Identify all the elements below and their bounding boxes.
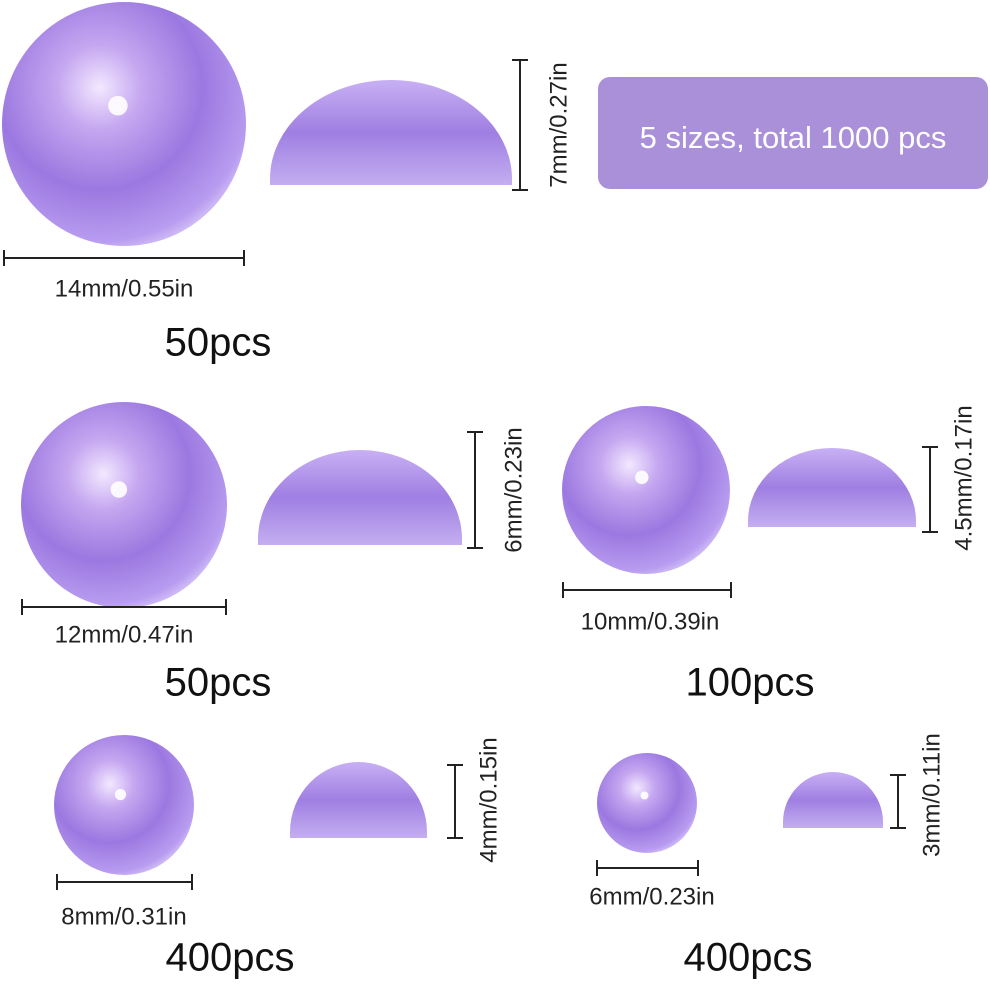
pearl <box>2 2 246 246</box>
diameter-label: 10mm/0.39in <box>581 608 720 635</box>
pearl <box>562 406 730 574</box>
groups: 7mm/0.27in 14mm/0.55in 50pcs 6mm/0.23in 12mm… <box>2 2 977 980</box>
pearl-shine <box>635 470 649 485</box>
pearl-shine <box>640 791 649 800</box>
height-label: 3mm/0.11in <box>918 733 945 857</box>
pearl-shine <box>108 95 128 116</box>
pearl <box>21 402 227 608</box>
height-label: 4mm/0.15in <box>475 737 502 862</box>
count-label: 50pcs <box>165 321 272 365</box>
height-label: 6mm/0.23in <box>500 427 527 552</box>
pearl <box>597 753 697 853</box>
count-label: 400pcs <box>684 936 813 980</box>
half-pearl <box>290 762 427 838</box>
count-label: 400pcs <box>166 936 295 980</box>
count-label: 50pcs <box>165 661 272 705</box>
diameter-label: 8mm/0.31in <box>61 903 186 930</box>
pearl-shine <box>110 481 128 498</box>
half-pearl <box>258 450 462 545</box>
height-label: 4.5mm/0.17in <box>950 405 977 550</box>
height-label: 7mm/0.27in <box>545 62 572 187</box>
half-pearl <box>270 80 512 185</box>
half-pearl <box>783 772 883 828</box>
badge-box <box>598 77 988 189</box>
diameter-label: 14mm/0.55in <box>55 275 194 302</box>
half-pearl <box>748 448 916 527</box>
pearl-shine <box>114 788 127 801</box>
diameter-label: 6mm/0.23in <box>589 883 714 910</box>
count-label: 100pcs <box>686 661 815 705</box>
pearl <box>54 735 194 875</box>
diameter-label: 12mm/0.47in <box>55 621 194 648</box>
badge-text: 5 sizes, total 1000 pcs <box>640 120 947 155</box>
